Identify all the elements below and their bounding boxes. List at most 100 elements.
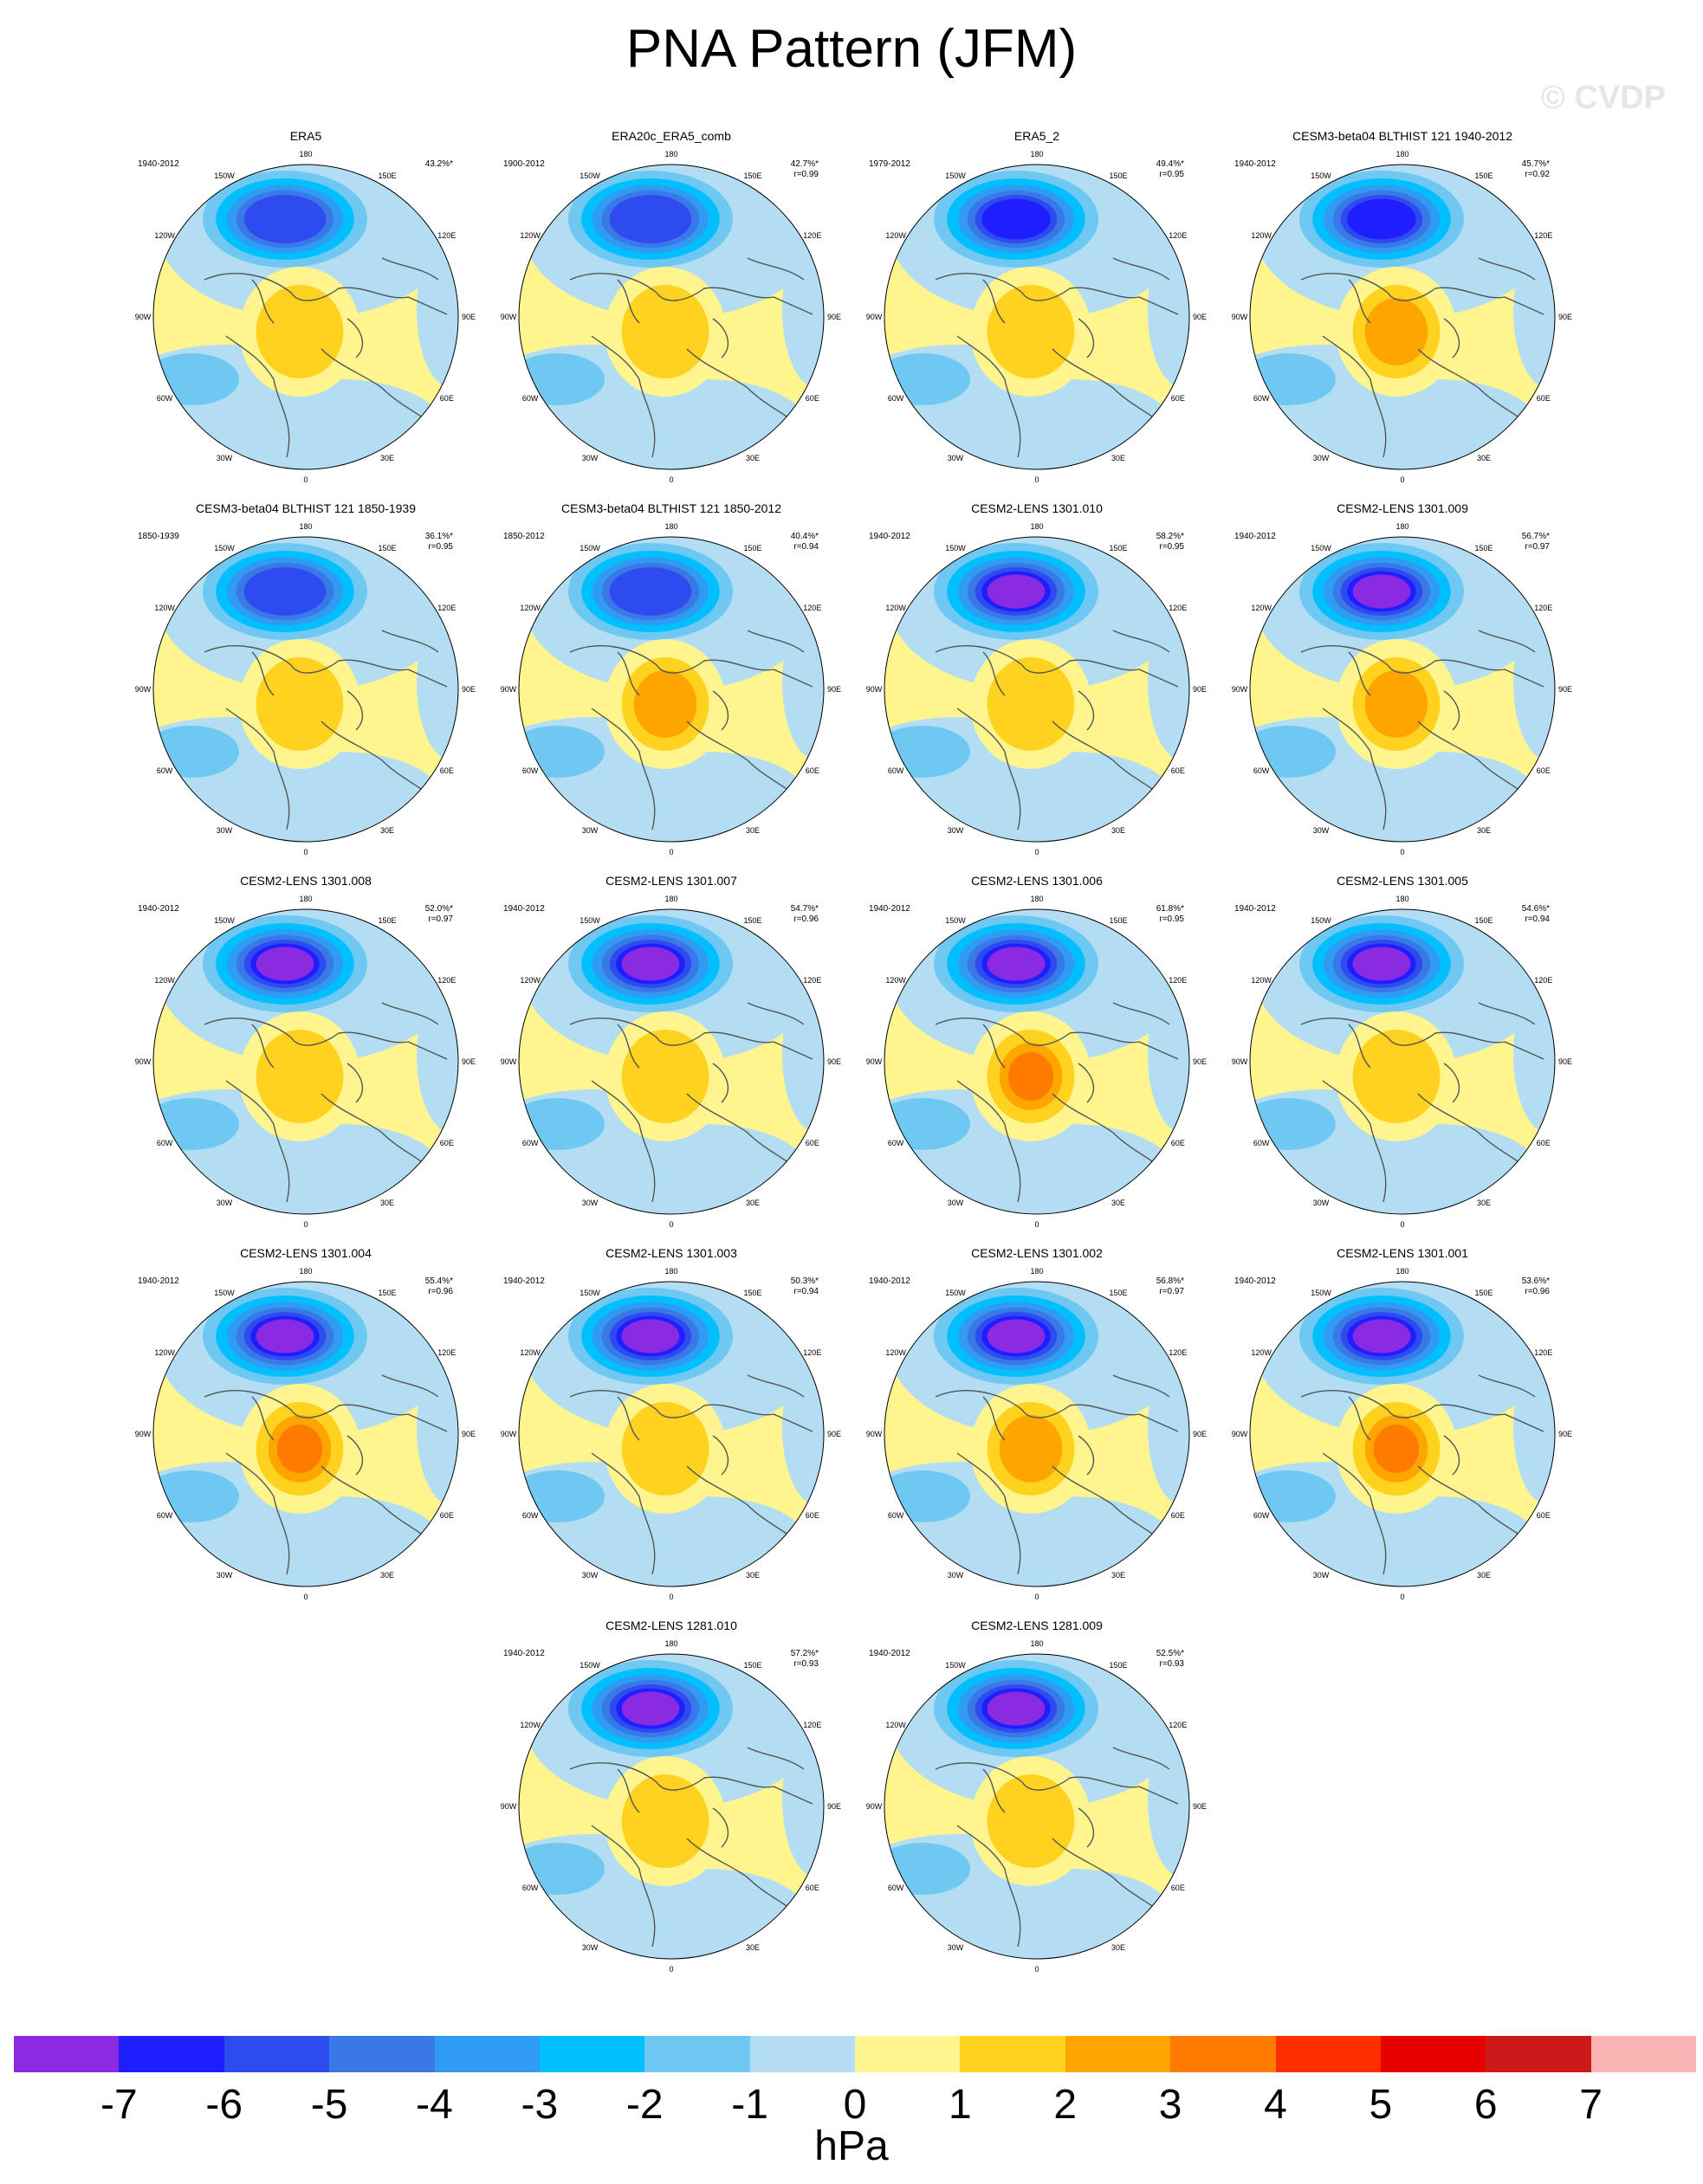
panel-title: CESM2-LENS 1301.009	[1337, 501, 1468, 515]
longitude-label: 180	[1395, 522, 1409, 531]
polar-map	[518, 1653, 825, 1960]
panel-title: CESM3-beta04 BLTHIST 121 1850-2012	[561, 501, 781, 515]
panel-title: CESM2-LENS 1301.001	[1337, 1246, 1468, 1260]
longitude-label: 90E	[826, 1430, 842, 1438]
panel-correlation: r=0.97	[1159, 1287, 1184, 1296]
longitude-label: 180	[1395, 1267, 1409, 1276]
panel-title: CESM2-LENS 1301.006	[971, 874, 1103, 888]
polar-map	[1249, 164, 1556, 470]
panel-years: 1940-2012	[869, 532, 910, 541]
high-contour-level	[999, 1415, 1063, 1483]
longitude-label: 150E	[378, 1289, 397, 1298]
longitude-label: 60E	[1536, 1511, 1551, 1520]
longitude-label: 30W	[947, 825, 964, 835]
longitude-label: 30W	[581, 1570, 599, 1580]
panel-years: 1940-2012	[869, 1649, 910, 1658]
longitude-label: 90W	[865, 1057, 883, 1066]
polar-map	[152, 1281, 459, 1587]
colorbar-tick-label: 2	[1053, 2082, 1078, 2128]
longitude-label: 60W	[156, 394, 173, 403]
longitude-label: 60E	[1536, 766, 1551, 775]
longitude-label: 120W	[1251, 976, 1272, 985]
longitude-label: 120E	[1169, 1721, 1188, 1729]
longitude-label: 30E	[745, 1198, 761, 1207]
coastlines	[569, 1747, 813, 1948]
map-panel: CESM2-LENS 1301.010 1940-2012 58.2%* r=0.95…	[853, 501, 1221, 873]
low-contour-level	[243, 195, 327, 243]
longitude-label: 180	[299, 522, 313, 531]
longitude-label: 120E	[1169, 604, 1188, 612]
panel-correlation: r=0.96	[1525, 1287, 1550, 1296]
panel-years: 1940-2012	[1234, 532, 1276, 541]
low-contour-level	[987, 1691, 1046, 1726]
longitude-label: 150E	[1474, 544, 1493, 553]
longitude-label: 0	[1034, 1220, 1039, 1229]
colorbar-tick-label: -6	[205, 2082, 243, 2128]
low-contour-level	[609, 195, 692, 243]
map-panels: ERA5 1940-2012 43.2%* 180 150E 120E 90E 60E 30E 0…	[135, 128, 1586, 1974]
high-contour-level	[621, 1402, 709, 1496]
longitude-label: 120W	[520, 976, 541, 985]
colorbar	[14, 2036, 1696, 2072]
longitude-label: 0	[1034, 475, 1039, 484]
map-panel: CESM3-beta04 BLTHIST 121 1940-2012 1940-2…	[1219, 128, 1586, 501]
longitude-label: 180	[1030, 522, 1044, 531]
panel-correlation: r=0.97	[428, 914, 453, 924]
longitude-label: 120E	[1534, 231, 1553, 240]
longitude-label: 90W	[865, 313, 883, 321]
panel-correlation: r=0.96	[793, 914, 819, 924]
longitude-label: 60W	[1253, 1511, 1270, 1520]
panel-title: CESM2-LENS 1301.004	[240, 1246, 372, 1260]
panel-years: 1940-2012	[138, 904, 179, 914]
longitude-label: 90E	[1557, 685, 1573, 694]
longitude-label: 30E	[745, 825, 761, 835]
longitude-label: 120E	[1534, 976, 1553, 985]
map-panel: CESM2-LENS 1301.006 1940-2012 61.8%* r=0.95…	[853, 873, 1221, 1245]
colorbar-swatch	[749, 2036, 855, 2072]
longitude-label: 60W	[887, 1884, 904, 1892]
longitude-label: 150W	[945, 1289, 966, 1298]
panel-years: 1940-2012	[1234, 159, 1276, 169]
low-contour-level	[621, 1319, 680, 1354]
longitude-label: 150W	[580, 916, 600, 926]
panel-variance-explained: 61.8%*	[1156, 904, 1184, 914]
polar-map	[152, 164, 459, 470]
longitude-label: 90E	[461, 1430, 476, 1438]
panel-years: 1940-2012	[1234, 1276, 1276, 1286]
high-contour-level	[1352, 1030, 1441, 1123]
colorbar-tick-label: 7	[1579, 2082, 1603, 2128]
longitude-label: 150E	[1474, 1289, 1493, 1298]
longitude-label: 90W	[1231, 1430, 1248, 1438]
longitude-label: 180	[1030, 1639, 1044, 1648]
panel-years: 1900-2012	[503, 159, 545, 169]
longitude-label: 60E	[1170, 1139, 1185, 1147]
colorbar-swatch	[329, 2036, 435, 2072]
longitude-label: 120W	[1251, 231, 1272, 240]
longitude-label: 150W	[1311, 171, 1331, 181]
panel-title: ERA5	[289, 129, 322, 143]
longitude-label: 180	[1030, 150, 1044, 158]
longitude-label: 90E	[1192, 1057, 1208, 1066]
longitude-label: 150W	[580, 544, 600, 553]
longitude-label: 30E	[379, 1570, 395, 1580]
longitude-label: 90W	[500, 1430, 517, 1438]
longitude-label: 60W	[521, 1511, 539, 1520]
map-panel: CESM2-LENS 1301.005 1940-2012 54.6%* r=0.94…	[1219, 873, 1586, 1245]
longitude-label: 150E	[1474, 916, 1493, 926]
longitude-label: 180	[1395, 150, 1409, 158]
polar-map	[518, 536, 825, 843]
longitude-label: 150W	[580, 171, 600, 181]
high-contour-level	[1364, 670, 1428, 738]
panel-correlation: r=0.94	[793, 1287, 819, 1296]
longitude-label: 60W	[1253, 766, 1270, 775]
watermark: © CVDP	[1540, 80, 1666, 116]
polar-map	[1249, 908, 1556, 1215]
longitude-label: 30W	[1312, 825, 1330, 835]
longitude-label: 150W	[214, 544, 235, 553]
longitude-label: 30W	[947, 1570, 964, 1580]
coastlines	[1300, 1002, 1544, 1203]
low-contour-level	[256, 947, 314, 981]
longitude-label: 60E	[1170, 394, 1185, 403]
longitude-label: 60W	[1253, 394, 1270, 403]
colorbar-unit: hPa	[814, 2123, 889, 2169]
